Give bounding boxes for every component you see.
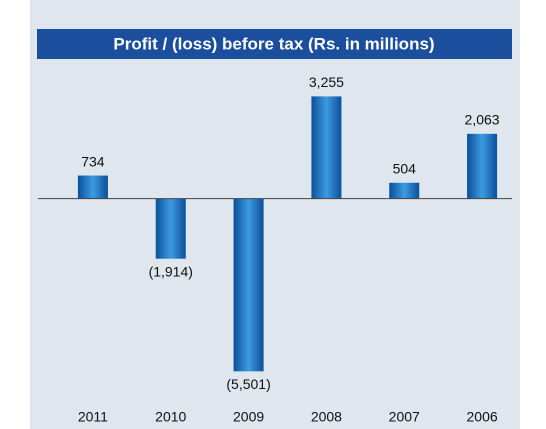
bar	[311, 96, 342, 199]
chart-title: Profit / (loss) before tax (Rs. in milli…	[113, 34, 434, 53]
x-tick-label: 2009	[233, 409, 264, 425]
bar	[233, 198, 264, 372]
panel	[30, 0, 520, 429]
bar	[389, 182, 420, 199]
x-tick-label: 2008	[311, 409, 342, 425]
value-label: 734	[81, 153, 105, 169]
bar	[77, 175, 108, 199]
x-tick-label: 2011	[78, 409, 108, 425]
value-label: 504	[393, 160, 417, 176]
value-label: (1,914)	[149, 263, 193, 279]
x-tick-label: 2010	[155, 409, 186, 425]
bar	[155, 198, 186, 259]
x-tick-label: 2007	[389, 409, 420, 425]
x-tick-label: 2006	[467, 409, 498, 425]
title-banner	[37, 29, 512, 59]
value-label: 2,063	[465, 112, 500, 128]
bar	[467, 133, 498, 199]
value-label: (5,501)	[226, 376, 270, 392]
value-label: 3,255	[309, 74, 344, 90]
